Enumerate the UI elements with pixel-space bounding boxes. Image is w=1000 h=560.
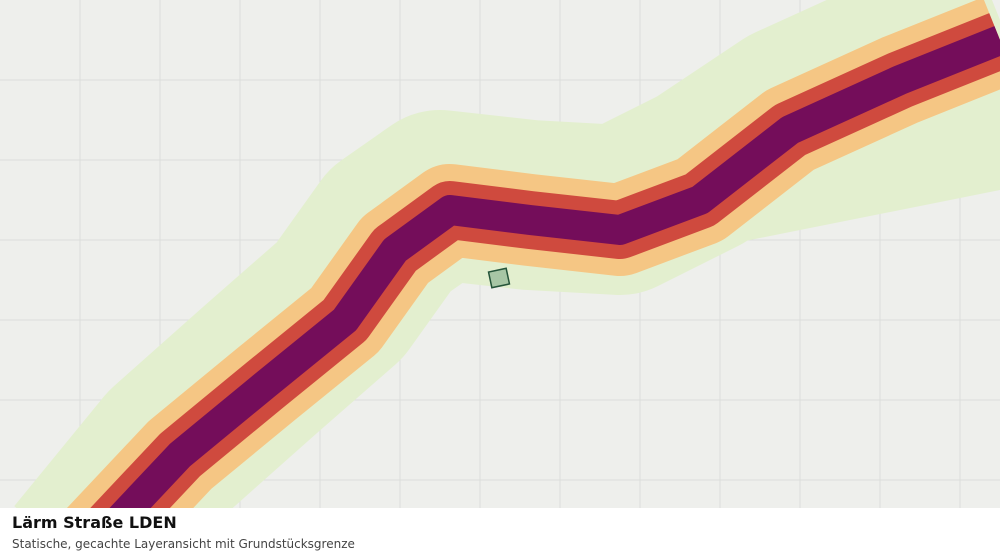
caption-panel — [0, 508, 1000, 560]
parcel-boundary[interactable] — [487, 267, 511, 289]
noise-band-very-high — [89, 26, 1000, 551]
layer-subtitle: Statische, gecachte Layeransicht mit Gru… — [12, 537, 355, 551]
layer-title: Lärm Straße LDEN — [12, 513, 177, 532]
noise-layer — [14, 0, 1000, 560]
